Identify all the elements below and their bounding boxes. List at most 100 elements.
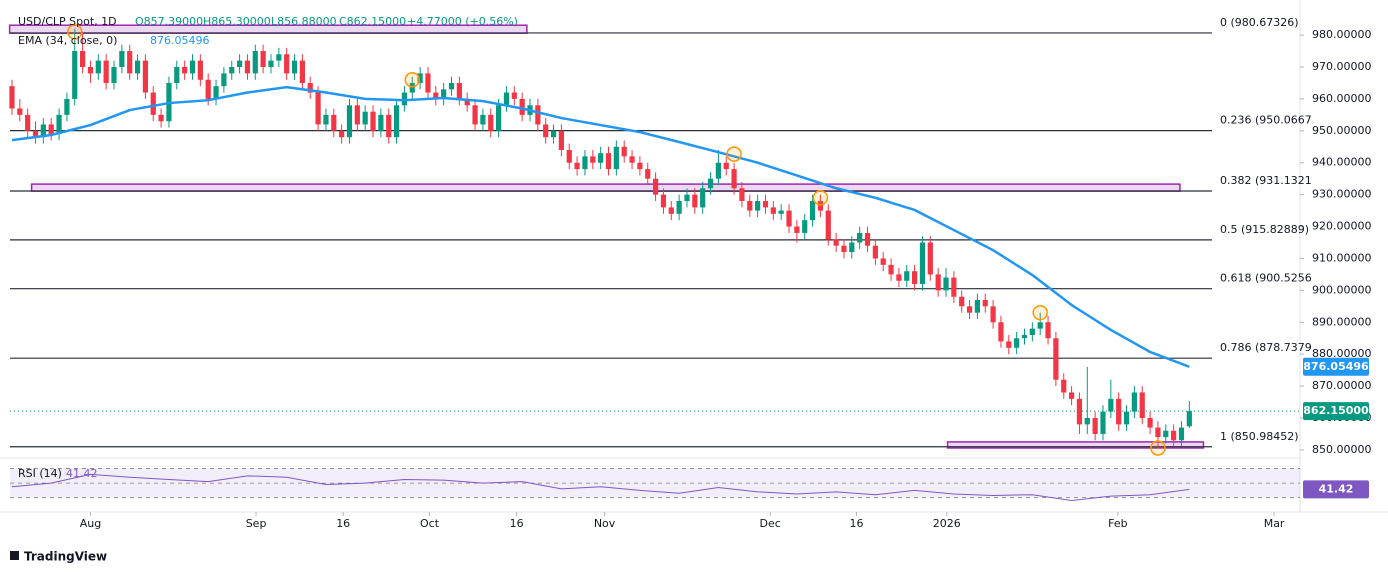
candle-body bbox=[1021, 335, 1028, 339]
candle-body bbox=[519, 98, 525, 115]
candle-body bbox=[700, 188, 706, 208]
fib-label: 1 (850.98452) bbox=[1220, 430, 1299, 443]
highlight bbox=[812, 190, 829, 206]
candle-body bbox=[982, 299, 988, 307]
candle-body bbox=[103, 60, 109, 83]
price-badge bbox=[1303, 357, 1369, 376]
candle-body bbox=[723, 162, 729, 170]
y-tick-label: 970.00000 bbox=[1312, 60, 1372, 73]
y-tick-label: 870.00000 bbox=[1312, 379, 1372, 392]
candle-body bbox=[182, 67, 188, 74]
candle-body bbox=[17, 108, 23, 115]
candle-body bbox=[496, 105, 502, 131]
x-tick-label: Nov bbox=[594, 517, 616, 530]
candle-body bbox=[684, 194, 690, 202]
candle-body bbox=[307, 82, 313, 93]
candle-body bbox=[1178, 427, 1185, 441]
candle-body bbox=[1116, 398, 1122, 425]
candle-body bbox=[56, 114, 62, 135]
price-badge-label: 862.15000 bbox=[1303, 404, 1369, 417]
candle-body bbox=[802, 220, 808, 233]
candle-body bbox=[464, 98, 470, 106]
candle-body bbox=[158, 114, 164, 122]
y-tick-label: 920.00000 bbox=[1312, 220, 1372, 233]
candle-body bbox=[794, 226, 800, 233]
candle-body bbox=[707, 178, 714, 189]
fib-label: 0.5 (915.82889) bbox=[1220, 223, 1309, 236]
y-tick-label: 910.00000 bbox=[1312, 251, 1372, 264]
open: O857.39000 bbox=[135, 15, 203, 28]
x-tick-label: Dec bbox=[760, 517, 781, 530]
candle-body bbox=[778, 210, 784, 214]
brand-name: TradingView bbox=[24, 550, 107, 564]
candle-body bbox=[747, 201, 753, 211]
candle-body bbox=[660, 194, 667, 208]
highlight bbox=[1150, 440, 1166, 456]
candle-body bbox=[590, 156, 596, 163]
rsi-line bbox=[11, 473, 1190, 502]
candle-body bbox=[9, 86, 15, 109]
candle-body bbox=[966, 306, 973, 313]
candle-body bbox=[849, 242, 855, 253]
ema-line bbox=[11, 85, 1190, 368]
candle-body bbox=[904, 271, 910, 281]
zone bbox=[30, 183, 1181, 192]
candle-body bbox=[582, 156, 588, 170]
candle-body bbox=[119, 51, 125, 68]
candle-body bbox=[1139, 392, 1145, 418]
candle-body bbox=[456, 82, 462, 99]
candle-body bbox=[990, 306, 996, 323]
y-tick-label: 950.00000 bbox=[1312, 124, 1372, 137]
candle-body bbox=[331, 114, 337, 131]
legend: USD/CLP Spot, 1D O857.39000 H865.30000 L… bbox=[18, 15, 518, 480]
candle-body bbox=[315, 92, 321, 125]
x-tick-label: 16 bbox=[336, 517, 350, 530]
candle-body bbox=[574, 162, 580, 170]
candle-body bbox=[605, 153, 612, 170]
candle-body bbox=[558, 130, 564, 150]
candle-body bbox=[299, 60, 305, 83]
x-tick-label: 16 bbox=[510, 517, 524, 530]
y-tick-label: 850.00000 bbox=[1312, 443, 1372, 456]
candle-body bbox=[857, 232, 863, 243]
candle-body bbox=[755, 201, 761, 211]
candle-body bbox=[888, 264, 894, 275]
candle-body bbox=[393, 105, 400, 138]
candle-body bbox=[433, 92, 439, 99]
candle-body bbox=[825, 210, 831, 240]
fib-label: 0.618 (900.5256 bbox=[1220, 272, 1312, 285]
fib-label: 0.382 (931.1321 bbox=[1220, 174, 1312, 187]
candle-body bbox=[896, 274, 902, 281]
candle-body bbox=[1100, 411, 1106, 434]
brand-logo bbox=[10, 551, 19, 560]
candle-body bbox=[550, 130, 557, 138]
x-tick-label: 16 bbox=[850, 517, 864, 530]
candle-body bbox=[386, 114, 392, 138]
candle-body bbox=[629, 156, 635, 163]
candle-body bbox=[676, 201, 682, 214]
candle-body bbox=[645, 169, 651, 179]
candle-body bbox=[731, 169, 737, 189]
candle-body bbox=[927, 242, 933, 275]
candle-body bbox=[229, 67, 235, 74]
candle-body bbox=[323, 114, 329, 125]
rsi-name: RSI (14) bbox=[18, 467, 62, 480]
candle-body bbox=[362, 111, 368, 125]
candle-body bbox=[951, 277, 957, 297]
candle-body bbox=[543, 124, 549, 138]
price-badge bbox=[1303, 402, 1369, 421]
candle-body bbox=[72, 51, 78, 99]
candle-body bbox=[48, 124, 54, 135]
candle-body bbox=[841, 245, 847, 253]
candle-body bbox=[276, 54, 282, 61]
candle-body bbox=[880, 258, 886, 265]
candle-body bbox=[127, 51, 133, 74]
candle-body bbox=[236, 60, 243, 68]
x-tick-label: Sep bbox=[246, 517, 267, 530]
x-tick-label: Oct bbox=[420, 517, 440, 530]
candle-body bbox=[770, 207, 776, 214]
candle-body bbox=[668, 207, 674, 214]
candle-body bbox=[959, 296, 965, 307]
candle-body bbox=[809, 201, 816, 221]
